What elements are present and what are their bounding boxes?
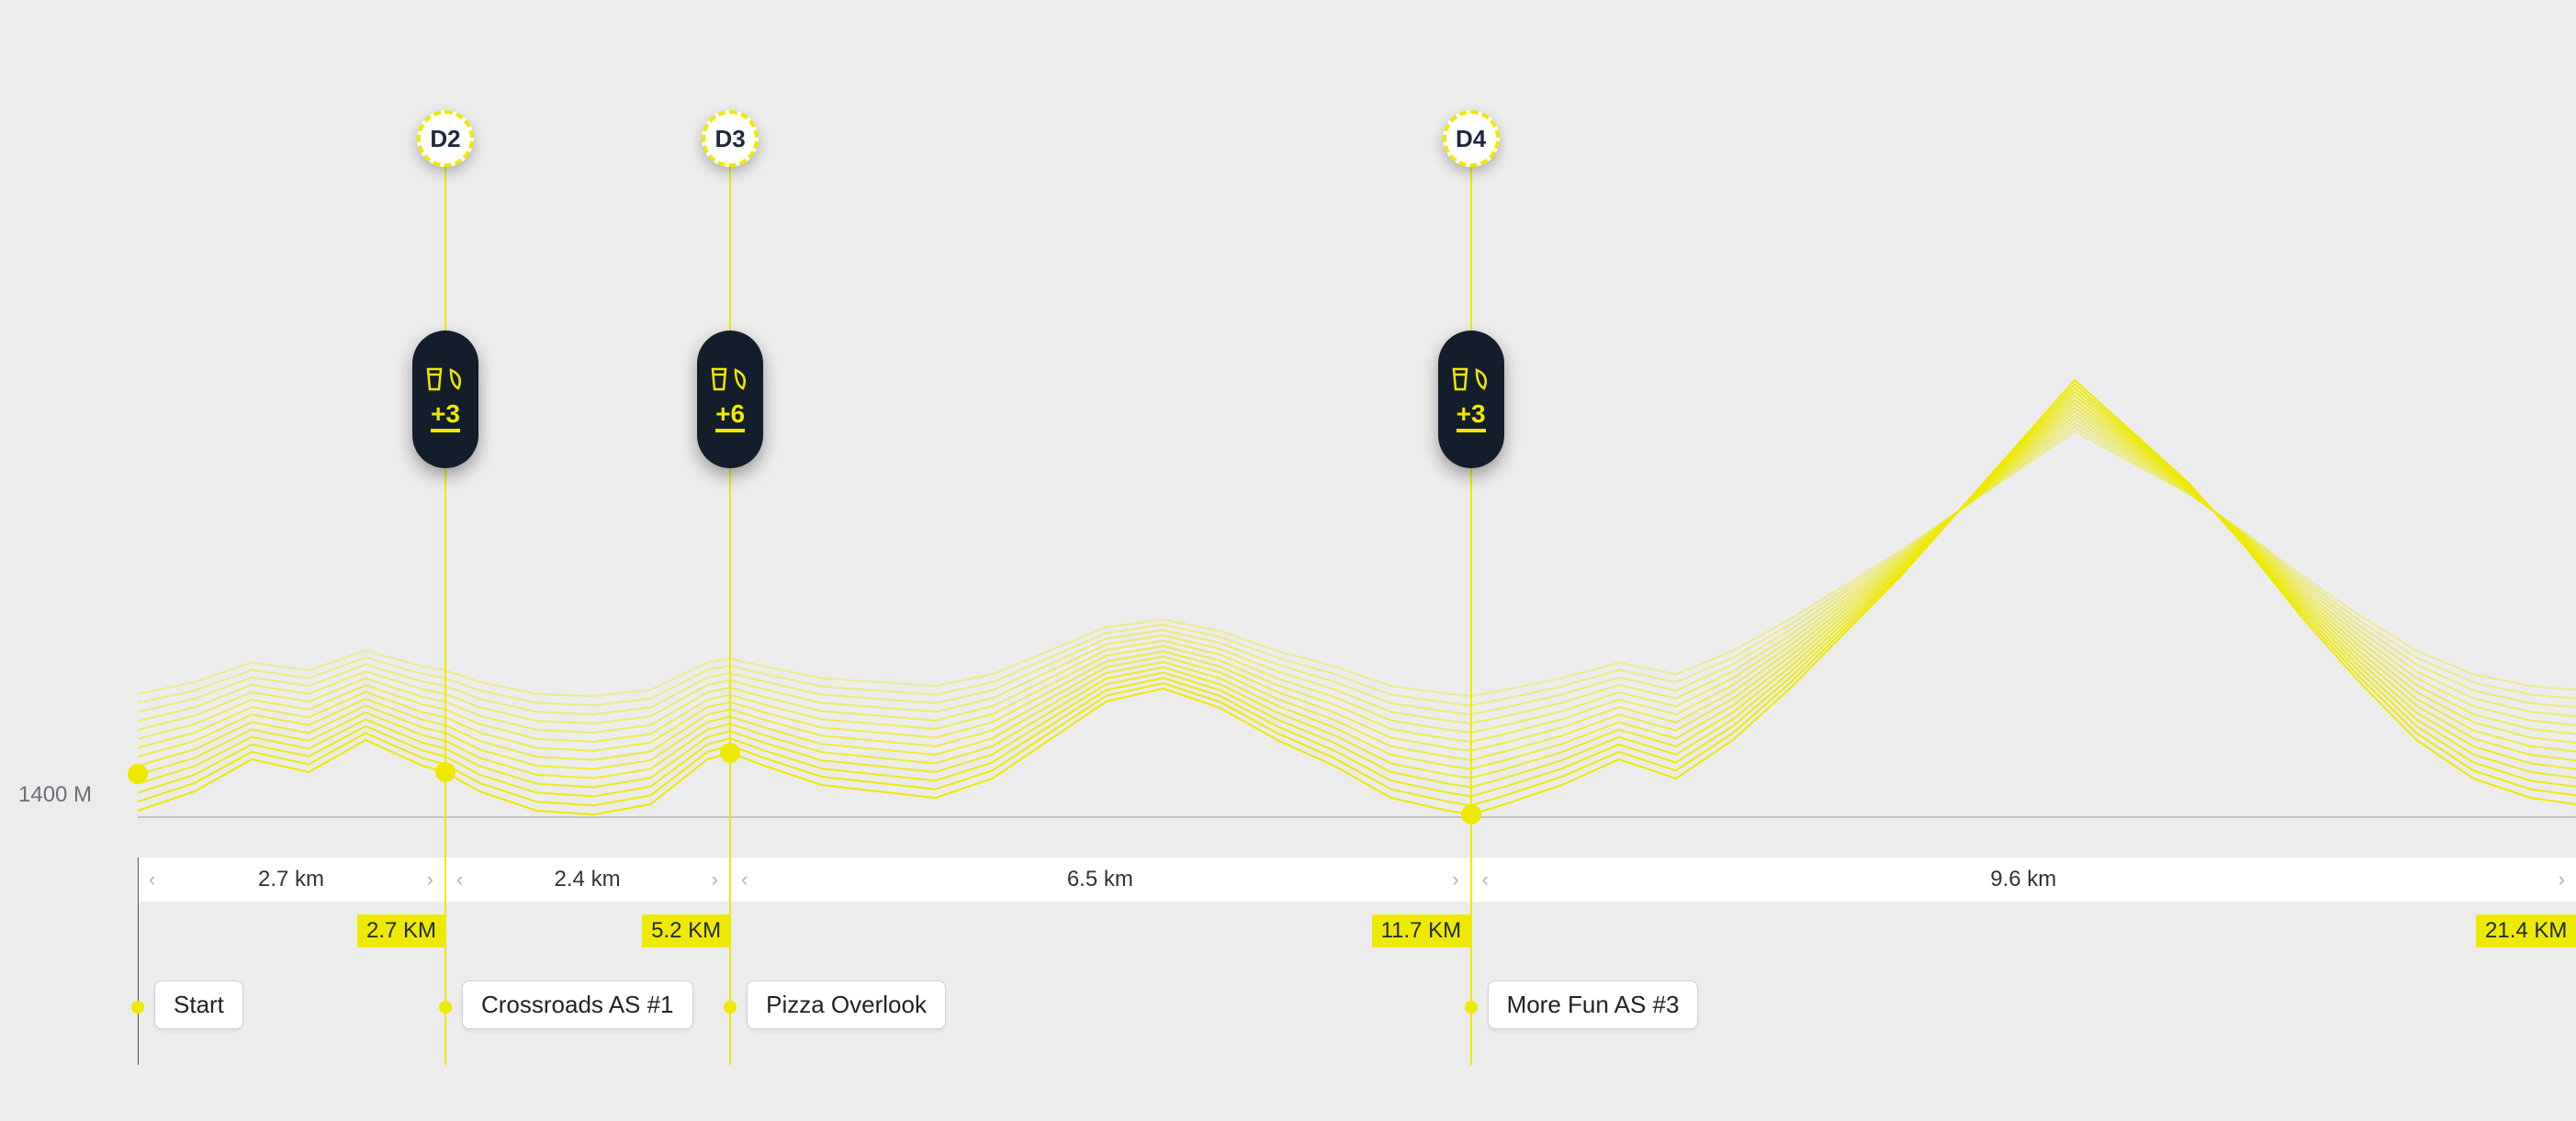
- profile-intersection-dot: [435, 762, 456, 782]
- chevron-left-icon[interactable]: ‹: [741, 868, 748, 891]
- segment-length: 2.4 km: [555, 867, 621, 892]
- day-marker[interactable]: D3: [702, 110, 759, 167]
- aid-station-pill[interactable]: +6: [697, 331, 763, 468]
- cup-icon: [425, 366, 445, 392]
- chevron-right-icon[interactable]: ›: [2559, 868, 2565, 891]
- poi-dot: [131, 1001, 144, 1014]
- cumulative-distance-badge: 11.7 KM: [1372, 914, 1471, 947]
- aid-icons: [425, 366, 466, 392]
- segment[interactable]: ‹ 2.7 km ›: [138, 858, 445, 902]
- segment[interactable]: ‹ 9.6 km ›: [1471, 858, 2576, 902]
- segment-length: 2.7 km: [258, 867, 324, 892]
- chevron-left-icon[interactable]: ‹: [149, 868, 155, 891]
- segment-length: 6.5 km: [1067, 867, 1133, 892]
- chevron-left-icon[interactable]: ‹: [456, 868, 463, 891]
- aid-icons: [710, 366, 750, 392]
- chevron-right-icon[interactable]: ›: [712, 868, 718, 891]
- poi-label[interactable]: Crossroads AS #1: [462, 981, 693, 1029]
- chevron-right-icon[interactable]: ›: [1452, 868, 1458, 891]
- banana-icon: [447, 366, 466, 392]
- aid-station-pill[interactable]: +3: [1438, 331, 1504, 468]
- profile-intersection-dot: [720, 743, 740, 763]
- chevron-right-icon[interactable]: ›: [427, 868, 433, 891]
- cumulative-distance-badge: 21.4 KM: [2476, 914, 2576, 947]
- day-marker[interactable]: D2: [417, 110, 474, 167]
- cup-icon: [1451, 366, 1471, 392]
- segment-divider: [138, 858, 139, 1065]
- segments-bar: ‹ 2.7 km › ‹ 2.4 km › ‹ 6.5 km › ‹ 9.6 k…: [138, 858, 2576, 902]
- chevron-left-icon[interactable]: ‹: [1482, 868, 1489, 891]
- segment[interactable]: ‹ 2.4 km ›: [445, 858, 730, 902]
- poi-label[interactable]: More Fun AS #3: [1488, 981, 1699, 1029]
- marker-drop-line: [1470, 167, 1472, 817]
- segment[interactable]: ‹ 6.5 km ›: [730, 858, 1470, 902]
- aid-count: +6: [715, 401, 745, 432]
- aid-count: +3: [431, 401, 460, 432]
- poi-dot: [1465, 1001, 1478, 1014]
- marker-drop-line: [729, 167, 731, 817]
- aid-count: +3: [1457, 401, 1486, 432]
- elevation-profile-chart: [0, 0, 2576, 1121]
- banana-icon: [732, 366, 750, 392]
- cumulative-distance-badge: 5.2 KM: [642, 914, 730, 947]
- day-marker[interactable]: D4: [1443, 110, 1500, 167]
- aid-icons: [1451, 366, 1491, 392]
- segment-length: 9.6 km: [1990, 867, 2056, 892]
- poi-label[interactable]: Start: [154, 981, 243, 1029]
- poi-dot: [439, 1001, 452, 1014]
- aid-station-pill[interactable]: +3: [412, 331, 478, 468]
- banana-icon: [1473, 366, 1491, 392]
- cumulative-distance-badge: 2.7 KM: [357, 914, 445, 947]
- cup-icon: [710, 366, 730, 392]
- marker-drop-line: [444, 167, 446, 817]
- poi-label[interactable]: Pizza Overlook: [747, 981, 946, 1029]
